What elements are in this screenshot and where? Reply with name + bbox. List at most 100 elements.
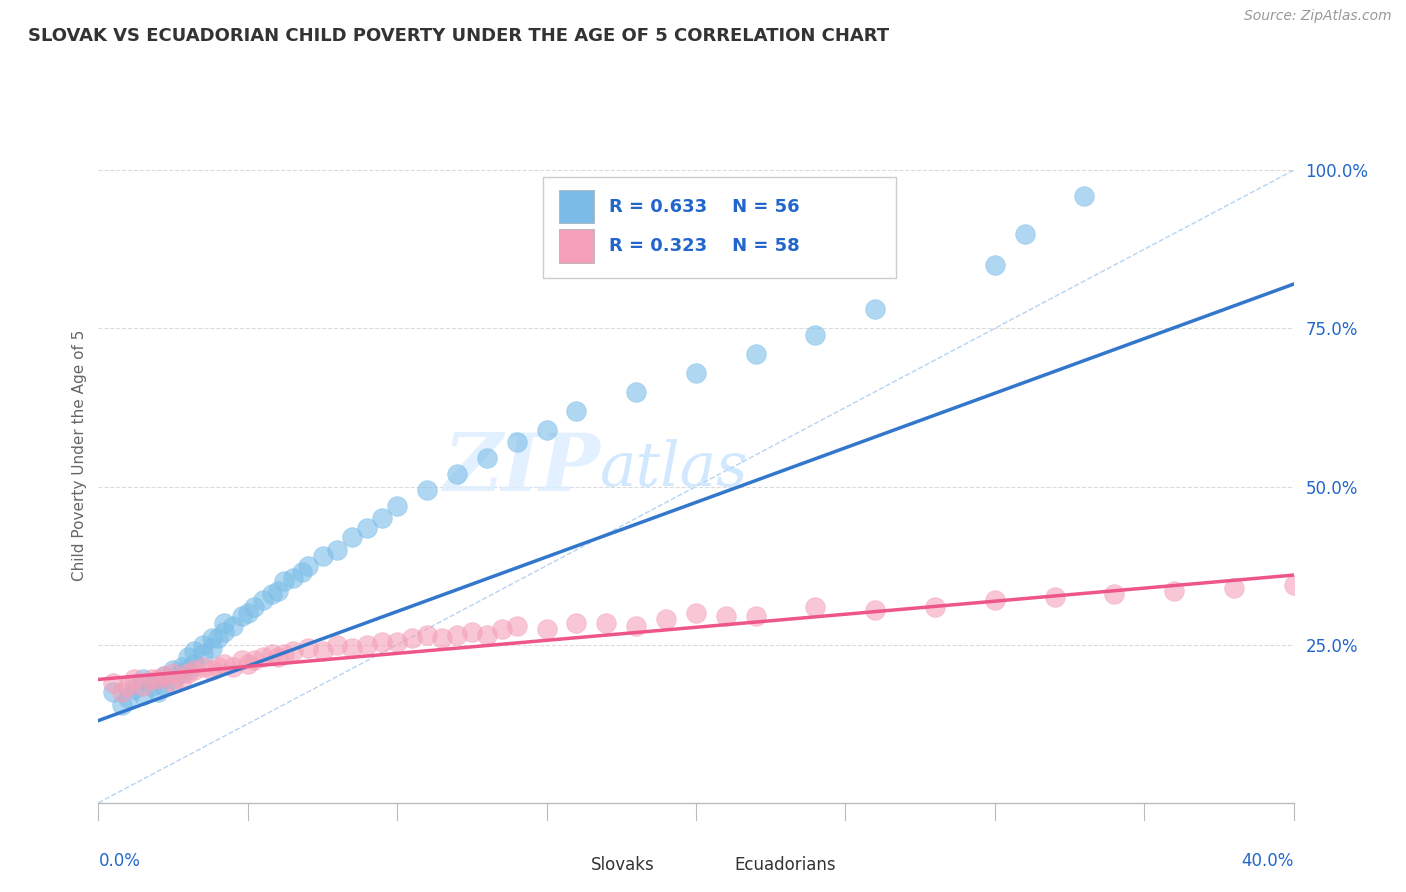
Point: [111, 685, 134, 699]
Point: [236, 657, 259, 671]
Point: [311, 644, 333, 658]
Point: [201, 663, 224, 677]
Point: [506, 618, 529, 632]
Text: Source: ZipAtlas.com: Source: ZipAtlas.com: [1244, 9, 1392, 23]
FancyBboxPatch shape: [696, 855, 723, 876]
Text: 0.0%: 0.0%: [98, 852, 141, 870]
Point: [983, 258, 1005, 272]
Point: [745, 609, 768, 624]
Point: [148, 673, 170, 687]
Point: [1073, 188, 1095, 202]
Point: [1163, 583, 1185, 598]
Point: [475, 451, 498, 466]
Point: [212, 657, 235, 671]
Point: [416, 628, 439, 642]
Point: [475, 628, 498, 642]
Point: [153, 679, 176, 693]
Point: [191, 638, 214, 652]
Point: [267, 583, 290, 598]
Point: [326, 638, 349, 652]
Text: atlas: atlas: [600, 439, 749, 499]
Point: [183, 663, 205, 677]
Point: [446, 628, 468, 642]
Point: [565, 403, 588, 417]
Point: [212, 625, 235, 640]
Point: [243, 653, 266, 667]
Point: [201, 640, 224, 655]
Point: [252, 650, 274, 665]
Point: [141, 679, 163, 693]
Y-axis label: Child Poverty Under the Age of 5: Child Poverty Under the Age of 5: [72, 329, 87, 581]
Point: [371, 634, 394, 648]
Point: [491, 622, 513, 636]
Point: [191, 660, 214, 674]
Point: [273, 647, 295, 661]
Point: [1014, 227, 1036, 241]
Point: [416, 483, 439, 497]
FancyBboxPatch shape: [558, 229, 595, 263]
Point: [117, 679, 139, 693]
Point: [177, 666, 200, 681]
Point: [153, 669, 176, 683]
Point: [201, 632, 224, 646]
Point: [260, 587, 283, 601]
Point: [148, 685, 170, 699]
Point: [371, 511, 394, 525]
Point: [1043, 591, 1066, 605]
Point: [183, 644, 205, 658]
Point: [342, 530, 364, 544]
Point: [172, 660, 194, 674]
Point: [536, 622, 558, 636]
Point: [804, 599, 827, 614]
Point: [356, 521, 378, 535]
Point: [162, 663, 184, 677]
Point: [153, 669, 176, 683]
Point: [685, 606, 707, 620]
Point: [595, 615, 617, 630]
Point: [536, 423, 558, 437]
Point: [162, 666, 184, 681]
Point: [162, 675, 184, 690]
Point: [624, 618, 647, 632]
Point: [141, 673, 163, 687]
Point: [222, 618, 245, 632]
Point: [281, 571, 304, 585]
Point: [311, 549, 333, 563]
Point: [983, 593, 1005, 607]
Text: Slovaks: Slovaks: [591, 856, 655, 874]
Point: [506, 435, 529, 450]
Point: [260, 647, 283, 661]
Point: [281, 644, 304, 658]
Point: [385, 634, 409, 648]
Point: [172, 666, 194, 681]
Point: [117, 691, 139, 706]
Point: [207, 660, 229, 674]
Point: [124, 673, 146, 687]
Point: [461, 625, 484, 640]
Text: Ecuadorians: Ecuadorians: [734, 856, 835, 874]
Point: [865, 603, 887, 617]
Point: [103, 675, 125, 690]
Point: [212, 615, 235, 630]
Point: [297, 640, 319, 655]
Point: [326, 542, 349, 557]
Point: [177, 650, 200, 665]
Point: [924, 599, 946, 614]
Point: [111, 698, 134, 712]
Point: [565, 615, 588, 630]
Point: [1104, 587, 1126, 601]
Point: [804, 327, 827, 342]
Point: [236, 606, 259, 620]
FancyBboxPatch shape: [558, 190, 595, 223]
Point: [132, 673, 155, 687]
Point: [172, 673, 194, 687]
Point: [231, 653, 253, 667]
Point: [290, 565, 312, 579]
Point: [177, 663, 200, 677]
Point: [243, 599, 266, 614]
Point: [685, 366, 707, 380]
Point: [430, 632, 453, 646]
FancyBboxPatch shape: [553, 855, 579, 876]
Point: [624, 384, 647, 399]
Point: [132, 679, 155, 693]
